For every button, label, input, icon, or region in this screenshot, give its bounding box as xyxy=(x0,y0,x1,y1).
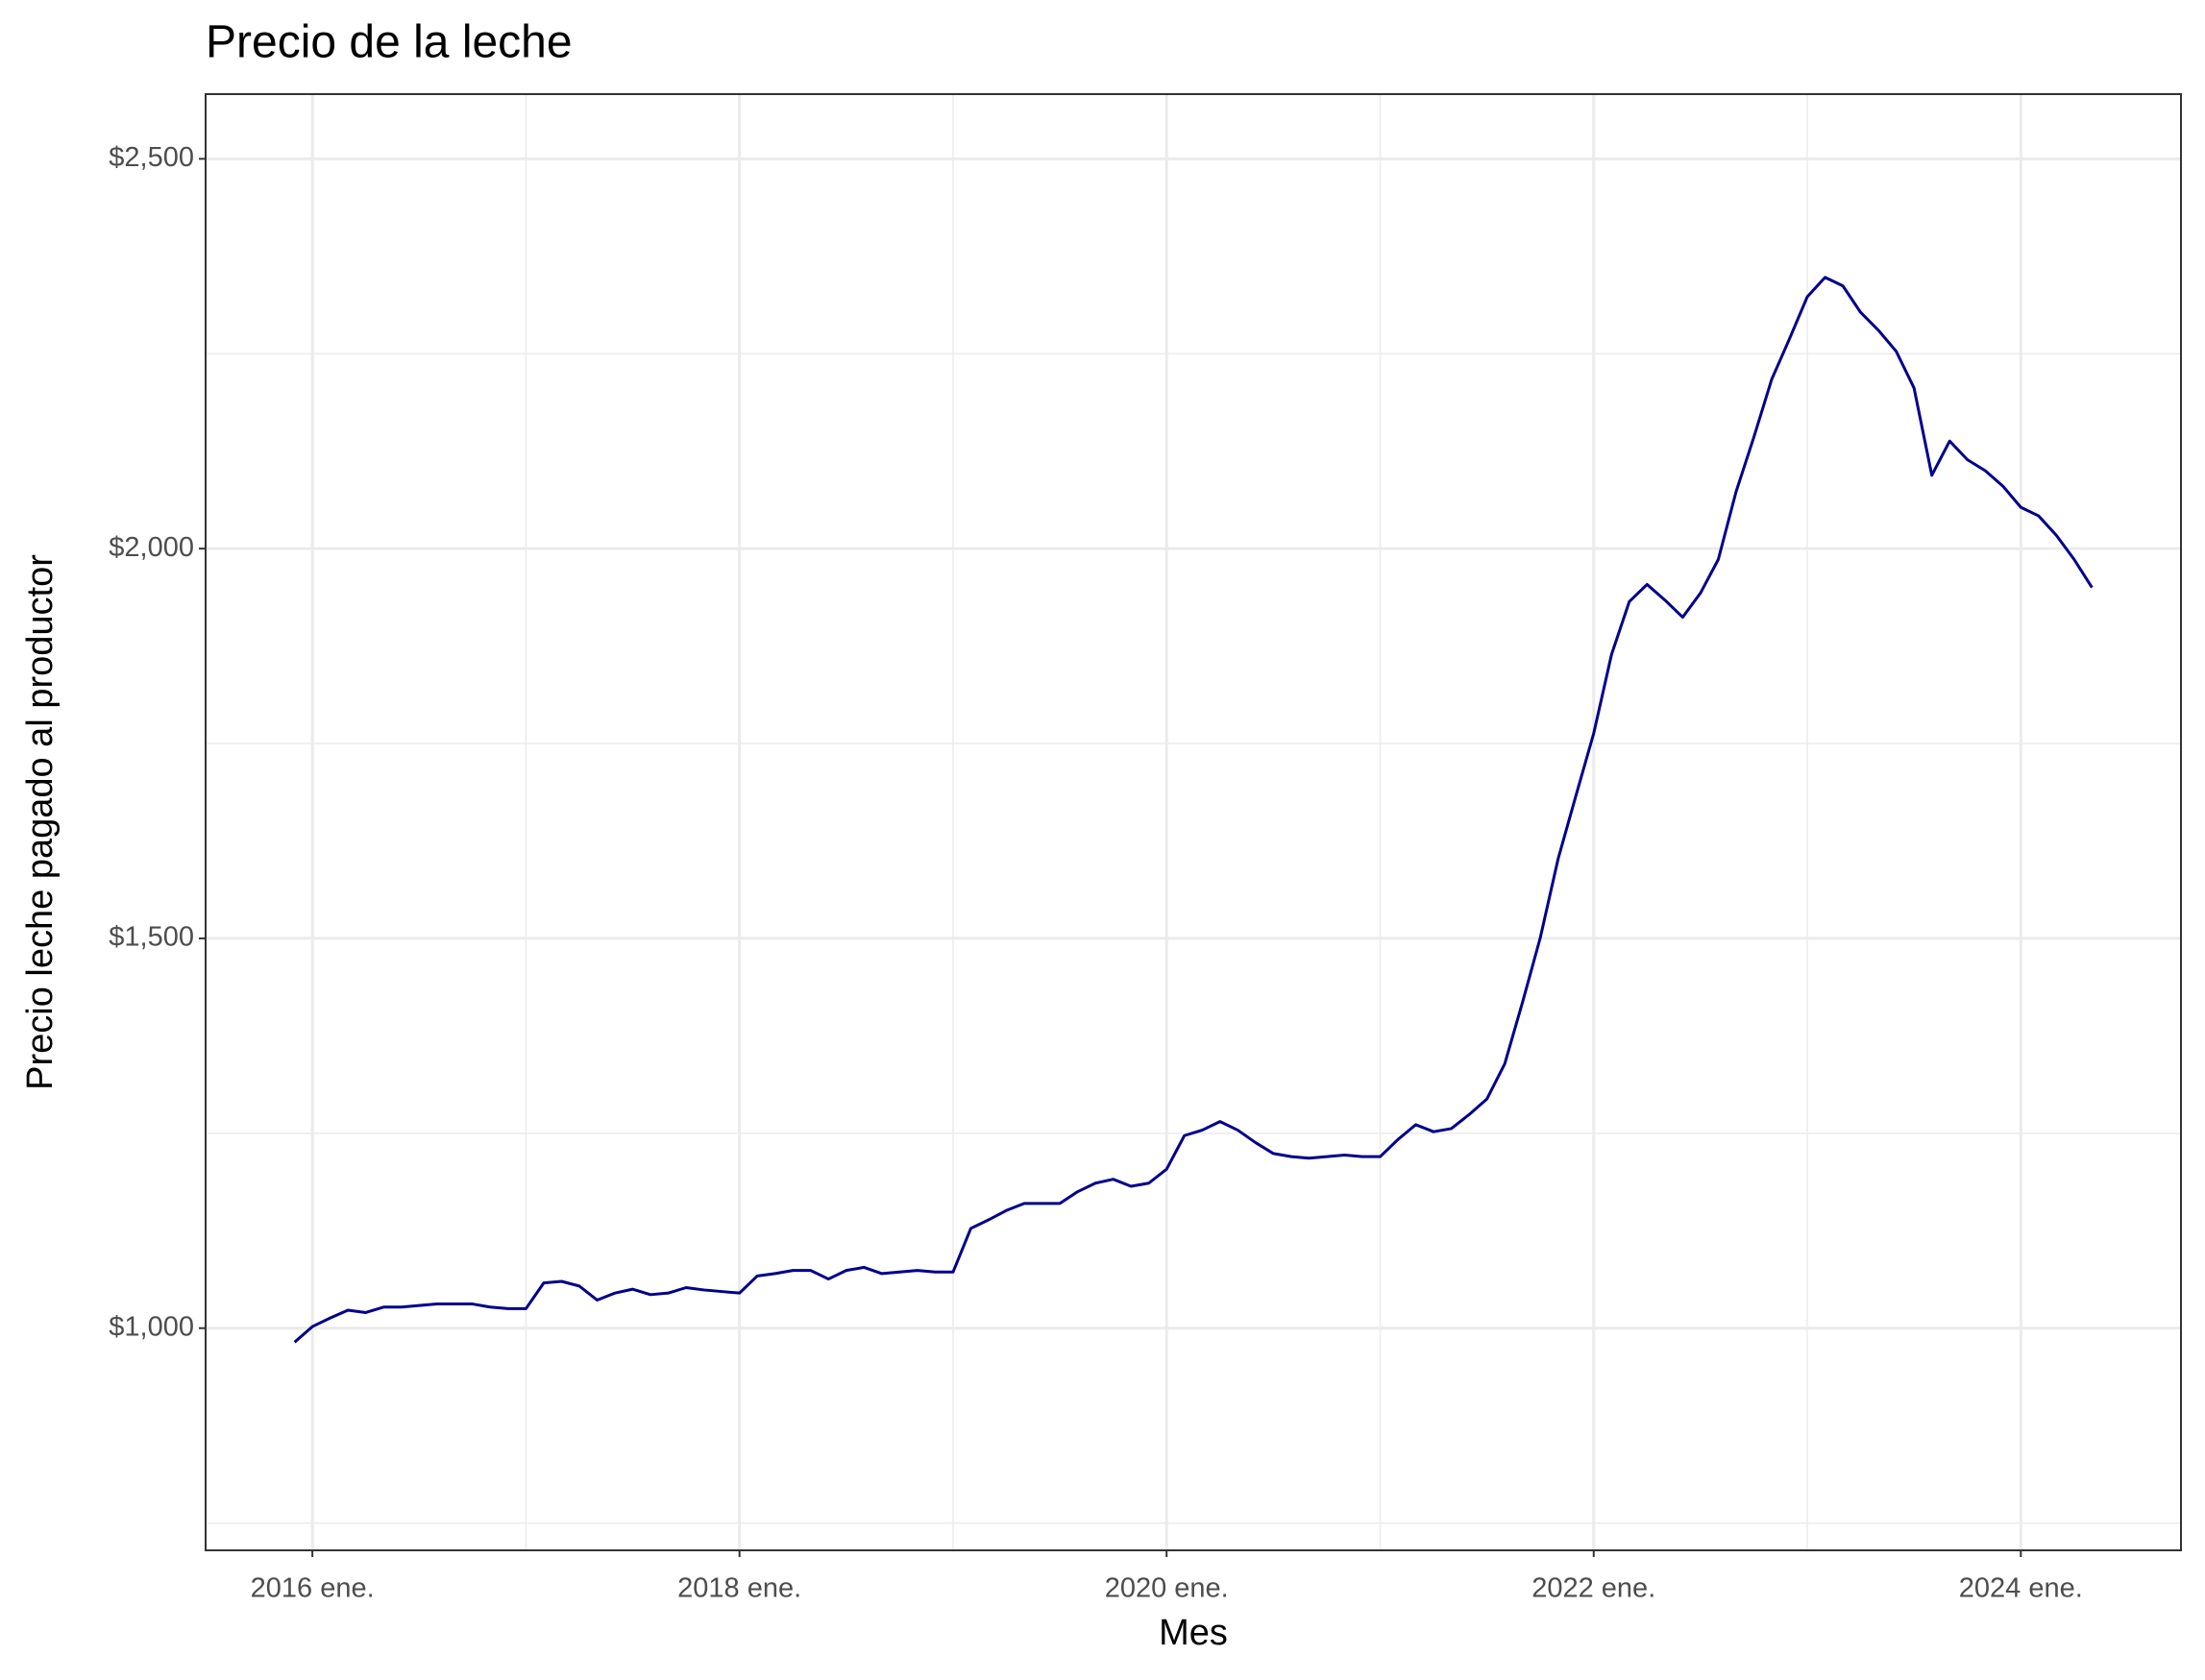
x-tick-label: 2020 ene. xyxy=(1105,1573,1229,1604)
x-tick-label: 2022 ene. xyxy=(1531,1573,1655,1604)
chart-title: Precio de la leche xyxy=(206,17,573,68)
x-tick-label: 2016 ene. xyxy=(251,1573,375,1604)
y-axis-title: Precio leche pagado al productor xyxy=(20,554,61,1090)
panel-border xyxy=(205,93,2182,1551)
x-tick-label: 2024 ene. xyxy=(1959,1573,2083,1604)
y-tick-label: $2,000 xyxy=(109,532,194,563)
x-tick-label: 2018 ene. xyxy=(677,1573,801,1604)
data-line xyxy=(293,276,2094,1344)
y-tick-label: $2,500 xyxy=(109,142,194,173)
y-tick-label: $1,000 xyxy=(109,1311,194,1342)
x-axis-title: Mes xyxy=(1159,1613,1228,1653)
y-tick-label: $1,500 xyxy=(109,922,194,953)
